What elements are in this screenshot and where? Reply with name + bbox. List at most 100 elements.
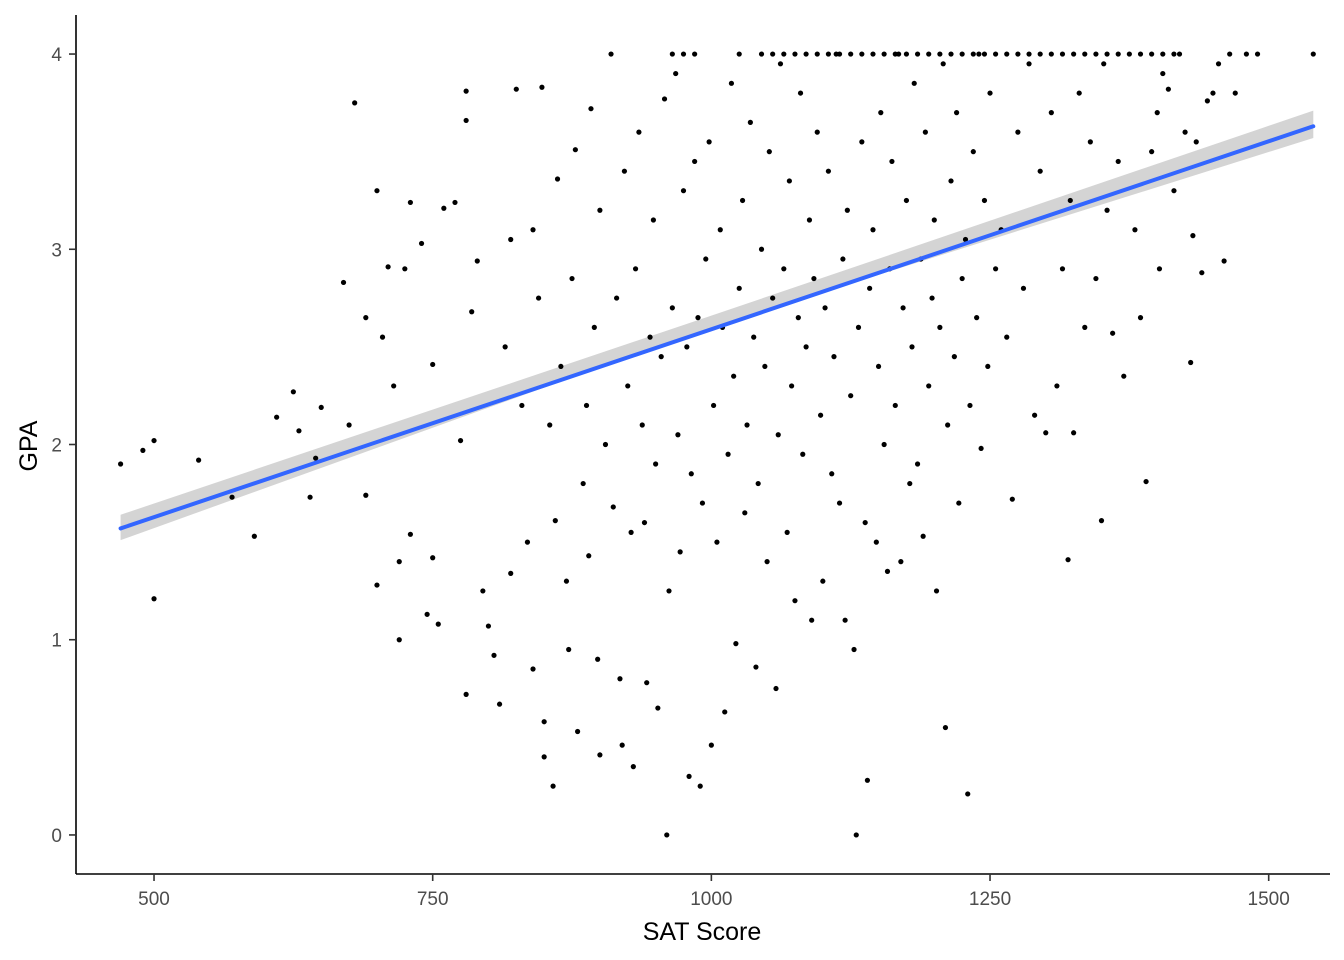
data-point: [647, 334, 653, 340]
data-point: [396, 637, 402, 643]
data-point: [1071, 51, 1077, 57]
data-point: [617, 676, 623, 682]
data-point: [1104, 207, 1110, 213]
x-tick-label: 750: [417, 889, 449, 910]
data-point: [588, 106, 594, 112]
data-point: [363, 492, 369, 498]
data-point: [632, 266, 639, 272]
data-point: [773, 685, 779, 692]
data-point: [814, 129, 820, 135]
data-point: [430, 555, 436, 561]
data-point: [474, 258, 480, 264]
data-point: [884, 568, 891, 574]
data-point: [965, 791, 971, 797]
data-point: [1204, 98, 1210, 104]
data-point: [1154, 110, 1160, 116]
data-point: [602, 441, 609, 448]
data-point: [363, 315, 369, 321]
data-point: [530, 227, 536, 233]
data-point: [1143, 478, 1149, 485]
data-point: [803, 51, 809, 57]
data-point: [770, 295, 776, 301]
data-point: [1026, 51, 1032, 57]
data-point: [653, 461, 659, 467]
data-point: [539, 84, 545, 90]
data-point: [956, 500, 962, 506]
data-point: [669, 305, 675, 311]
data-point: [496, 701, 503, 707]
data-point: [1171, 188, 1177, 194]
data-point: [346, 422, 352, 428]
data-point: [1190, 233, 1196, 239]
data-point: [313, 455, 319, 461]
data-point: [739, 197, 746, 204]
data-point: [352, 100, 358, 106]
data-point: [951, 354, 957, 360]
data-point: [1104, 51, 1110, 57]
data-point: [463, 117, 469, 124]
data-point: [391, 383, 397, 389]
data-point: [117, 461, 124, 467]
data-point: [953, 110, 960, 116]
data-point: [669, 51, 675, 57]
data-point: [1126, 51, 1132, 57]
data-point: [789, 383, 795, 389]
data-point: [513, 86, 519, 92]
data-point: [374, 188, 380, 194]
data-point: [597, 207, 603, 213]
data-point: [530, 666, 536, 672]
data-point: [418, 240, 425, 247]
data-point: [1082, 51, 1088, 57]
data-point: [831, 354, 837, 360]
data-point: [742, 510, 748, 516]
data-point: [469, 309, 475, 315]
data-point: [524, 539, 531, 545]
data-point: [1160, 51, 1166, 57]
data-point: [541, 754, 547, 760]
data-point: [809, 617, 815, 623]
data-point: [855, 324, 862, 330]
data-point: [229, 494, 235, 500]
data-point: [610, 504, 616, 510]
data-point: [714, 539, 720, 545]
data-point: [661, 96, 668, 102]
data-point: [937, 324, 943, 330]
data-point: [407, 531, 413, 537]
data-point: [695, 315, 701, 321]
data-point: [151, 596, 157, 602]
data-point: [959, 275, 965, 282]
data-point: [967, 402, 973, 409]
data-point: [942, 724, 949, 731]
data-point: [1009, 496, 1015, 502]
data-point: [1037, 168, 1043, 174]
data-point: [274, 414, 280, 420]
data-point: [933, 588, 940, 594]
data-point: [1215, 61, 1222, 67]
data-point: [1076, 90, 1082, 96]
data-point: [881, 51, 887, 57]
data-point: [688, 471, 694, 477]
data-point: [463, 691, 469, 697]
data-point: [402, 266, 408, 272]
data-point: [580, 480, 586, 487]
data-point: [1098, 518, 1105, 524]
data-point: [491, 652, 497, 658]
data-point: [586, 553, 592, 559]
data-point: [948, 51, 954, 57]
data-point: [1310, 51, 1316, 57]
data-point: [630, 764, 636, 770]
data-point: [710, 402, 717, 409]
x-tick-label: 500: [138, 889, 170, 910]
data-point: [903, 197, 910, 204]
data-point: [974, 315, 980, 321]
data-point: [519, 402, 525, 409]
data-point: [1243, 51, 1249, 57]
data-point: [673, 70, 679, 77]
data-point: [1054, 383, 1060, 389]
data-point: [1043, 430, 1049, 436]
data-point: [296, 428, 302, 434]
y-tick-label: 0: [51, 826, 62, 847]
data-point: [1121, 373, 1127, 379]
data-point: [575, 728, 581, 735]
data-point: [547, 422, 553, 428]
